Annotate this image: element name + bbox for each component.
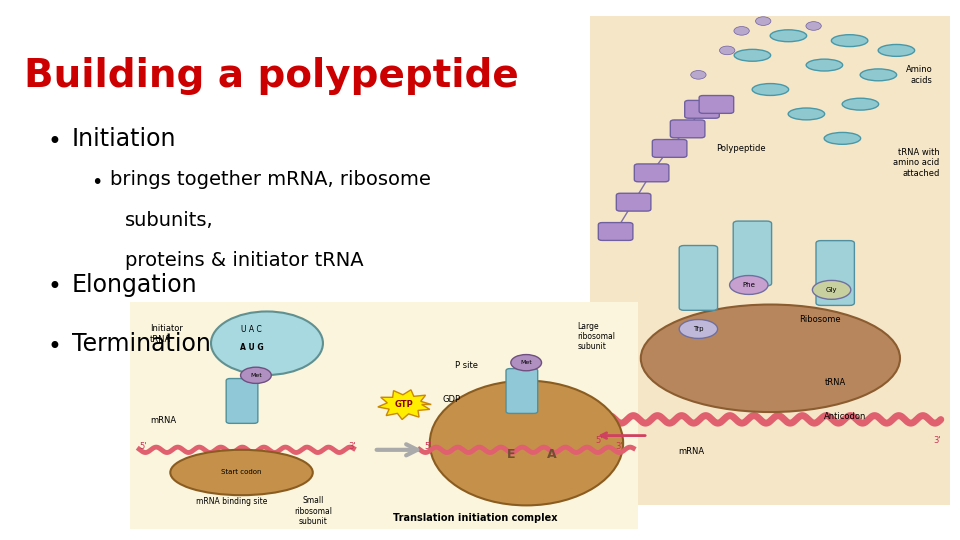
Text: Start codon: Start codon — [222, 469, 262, 476]
Text: Phe: Phe — [742, 282, 756, 288]
Text: brings together mRNA, ribosome: brings together mRNA, ribosome — [110, 170, 431, 189]
Text: 3': 3' — [933, 436, 941, 446]
Circle shape — [720, 46, 735, 55]
Ellipse shape — [824, 132, 860, 144]
FancyBboxPatch shape — [635, 164, 669, 182]
Ellipse shape — [680, 320, 718, 339]
Ellipse shape — [734, 49, 771, 61]
Ellipse shape — [878, 44, 915, 56]
Ellipse shape — [831, 35, 868, 46]
Text: 5': 5' — [424, 442, 432, 451]
Ellipse shape — [770, 30, 806, 42]
Ellipse shape — [641, 305, 900, 412]
Circle shape — [756, 17, 771, 25]
Text: Met: Met — [250, 373, 262, 378]
Ellipse shape — [170, 450, 313, 495]
Ellipse shape — [730, 275, 768, 294]
FancyBboxPatch shape — [816, 241, 854, 306]
Text: GDP: GDP — [443, 395, 461, 403]
Ellipse shape — [753, 84, 789, 96]
Text: Met: Met — [520, 360, 532, 365]
FancyBboxPatch shape — [652, 139, 687, 157]
Text: A U G: A U G — [240, 343, 264, 352]
Text: E: E — [507, 448, 516, 461]
Text: Initiation: Initiation — [72, 127, 177, 151]
Circle shape — [733, 26, 749, 35]
Text: •: • — [48, 335, 61, 359]
Text: 3': 3' — [615, 442, 623, 451]
Text: Polypeptide: Polypeptide — [716, 144, 766, 153]
Text: Large
ribosomal
subunit: Large ribosomal subunit — [577, 321, 615, 352]
Ellipse shape — [806, 59, 843, 71]
Text: mRNA: mRNA — [150, 416, 176, 425]
Text: tRNA with
amino acid
attached: tRNA with amino acid attached — [894, 148, 940, 178]
Text: Anticodon: Anticodon — [825, 413, 867, 421]
Text: 5': 5' — [595, 436, 603, 446]
FancyBboxPatch shape — [670, 120, 705, 138]
Text: P site: P site — [455, 361, 478, 370]
Text: Elongation: Elongation — [72, 273, 198, 296]
FancyBboxPatch shape — [506, 369, 538, 414]
Bar — [130, 302, 638, 529]
Text: 3': 3' — [348, 442, 356, 451]
FancyBboxPatch shape — [699, 96, 733, 113]
Text: U A C: U A C — [241, 325, 262, 334]
Bar — [590, 16, 950, 505]
Text: proteins & initiator tRNA: proteins & initiator tRNA — [125, 251, 364, 270]
Text: Ribosome: Ribosome — [799, 315, 841, 323]
Ellipse shape — [812, 280, 851, 299]
FancyBboxPatch shape — [616, 193, 651, 211]
Text: subunits,: subunits, — [125, 211, 213, 229]
Ellipse shape — [788, 108, 825, 120]
Text: mRNA: mRNA — [678, 447, 705, 456]
Text: •: • — [48, 130, 61, 153]
Text: GTP: GTP — [395, 400, 414, 409]
FancyBboxPatch shape — [227, 379, 258, 423]
Text: Gly: Gly — [826, 287, 837, 293]
Text: Initiator
tRNA: Initiator tRNA — [150, 325, 182, 344]
Text: A: A — [547, 448, 557, 461]
Text: Termination: Termination — [72, 332, 211, 356]
Text: mRNA binding site: mRNA binding site — [196, 497, 268, 507]
Ellipse shape — [211, 312, 323, 375]
Text: •: • — [48, 275, 61, 299]
Text: •: • — [91, 173, 103, 192]
Circle shape — [691, 71, 707, 79]
Ellipse shape — [842, 98, 878, 110]
Text: Translation initiation complex: Translation initiation complex — [394, 513, 558, 523]
FancyBboxPatch shape — [684, 100, 719, 118]
Polygon shape — [378, 390, 431, 420]
Ellipse shape — [511, 355, 541, 371]
Text: Small
ribosomal
subunit: Small ribosomal subunit — [294, 496, 332, 526]
FancyBboxPatch shape — [598, 222, 633, 240]
Text: 5': 5' — [140, 442, 147, 451]
Text: Building a polypeptide: Building a polypeptide — [24, 57, 518, 94]
Text: Amino
acids: Amino acids — [905, 65, 932, 85]
Text: Trp: Trp — [693, 326, 704, 332]
Ellipse shape — [430, 381, 623, 505]
Circle shape — [805, 22, 821, 30]
Text: tRNA: tRNA — [825, 378, 846, 387]
FancyBboxPatch shape — [733, 221, 772, 286]
Ellipse shape — [860, 69, 897, 81]
FancyBboxPatch shape — [680, 246, 718, 310]
Ellipse shape — [241, 367, 272, 383]
